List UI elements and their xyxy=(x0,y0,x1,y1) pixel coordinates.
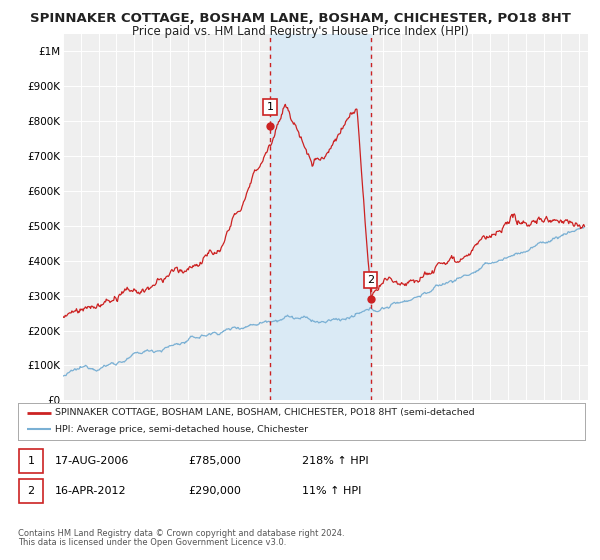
Text: £290,000: £290,000 xyxy=(188,486,241,496)
Text: 2: 2 xyxy=(367,275,374,285)
Text: 11% ↑ HPI: 11% ↑ HPI xyxy=(302,486,361,496)
Text: 16-APR-2012: 16-APR-2012 xyxy=(55,486,127,496)
Text: Price paid vs. HM Land Registry's House Price Index (HPI): Price paid vs. HM Land Registry's House … xyxy=(131,25,469,38)
Text: 1: 1 xyxy=(28,456,35,466)
Text: Contains HM Land Registry data © Crown copyright and database right 2024.: Contains HM Land Registry data © Crown c… xyxy=(18,529,344,538)
Text: 2: 2 xyxy=(28,486,35,496)
Text: £785,000: £785,000 xyxy=(188,456,241,466)
Bar xyxy=(19,449,43,473)
Text: HPI: Average price, semi-detached house, Chichester: HPI: Average price, semi-detached house,… xyxy=(55,425,308,434)
Bar xyxy=(19,479,43,503)
Text: SPINNAKER COTTAGE, BOSHAM LANE, BOSHAM, CHICHESTER, PO18 8HT: SPINNAKER COTTAGE, BOSHAM LANE, BOSHAM, … xyxy=(29,12,571,25)
Text: 17-AUG-2006: 17-AUG-2006 xyxy=(55,456,129,466)
Bar xyxy=(270,34,371,400)
Text: 218% ↑ HPI: 218% ↑ HPI xyxy=(302,456,368,466)
Text: This data is licensed under the Open Government Licence v3.0.: This data is licensed under the Open Gov… xyxy=(18,538,286,547)
Text: SPINNAKER COTTAGE, BOSHAM LANE, BOSHAM, CHICHESTER, PO18 8HT (semi-detached: SPINNAKER COTTAGE, BOSHAM LANE, BOSHAM, … xyxy=(55,408,475,417)
Text: 1: 1 xyxy=(266,102,274,112)
